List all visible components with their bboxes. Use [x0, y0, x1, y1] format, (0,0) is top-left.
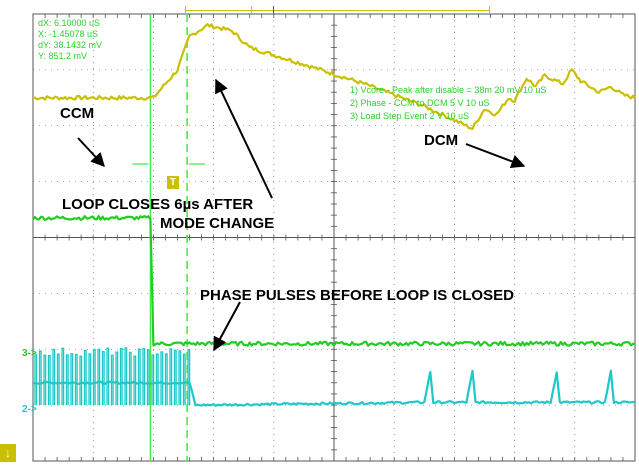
legend-ch2: 2) Phase - CCM to DCM 5 V 10 uS — [350, 98, 490, 108]
phase-pulses-arrow — [213, 301, 241, 352]
trigger-marker: T — [167, 176, 179, 189]
ccm-arrow — [77, 137, 105, 168]
cursor-x-readout: X: -1.45078 uS — [38, 29, 99, 39]
phase-pulses-label: PHASE PULSES BEFORE LOOP IS CLOSED — [200, 287, 514, 304]
ground-reference-marker: ↓ — [0, 444, 16, 462]
channel-legend: 1) Vcore - Peak after disable = 38m 20 m… — [350, 84, 546, 123]
channel-3-marker: 3-> — [22, 348, 37, 359]
record-position-bar — [185, 6, 490, 14]
ccm-label: CCM — [60, 105, 95, 122]
loop-closes-label-line1: LOOP CLOSES 6µs AFTER — [62, 196, 254, 213]
loop-closes-arrow — [215, 78, 273, 199]
channel-2-marker: 2-> — [22, 404, 37, 415]
legend-ch1: 1) Vcore - Peak after disable = 38m 20 m… — [350, 85, 547, 95]
cursor-dy-readout: dY: 38.1432 mV — [38, 40, 103, 50]
trace-vcore — [32, 23, 636, 130]
waveform-traces — [32, 23, 636, 407]
annotation-arrows — [77, 78, 526, 352]
cursor-dx-readout: dX: 6.10000 uS — [38, 18, 101, 28]
trace-load-step — [32, 215, 636, 347]
graticule — [32, 13, 636, 462]
dcm-label: DCM — [424, 132, 459, 149]
dcm-arrow — [465, 143, 526, 169]
cursor-y-readout: Y: 851.2 mV — [38, 51, 88, 61]
cursor-readout: dX: 6.10000 uS X: -1.45078 uS dY: 38.143… — [38, 18, 102, 62]
legend-ch3: 3) Load Step Event 2 V 10 uS — [350, 111, 470, 121]
trace-phase-switching — [34, 347, 191, 406]
loop-closes-label-line2: MODE CHANGE — [160, 215, 275, 232]
